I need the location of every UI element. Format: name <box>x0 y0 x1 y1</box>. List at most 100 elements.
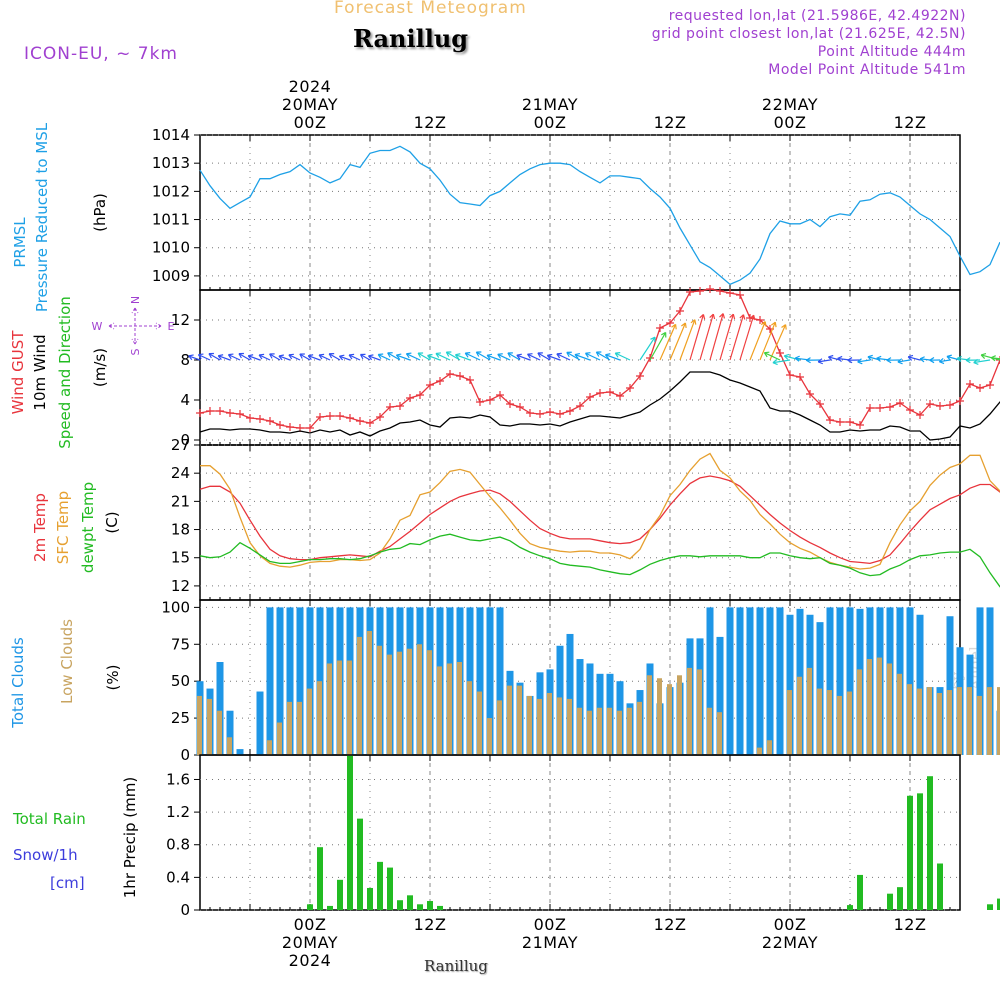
bar-total-cloud <box>576 659 584 755</box>
wind-arrow <box>769 324 787 361</box>
gust-marker <box>646 354 654 362</box>
wind-arrowhead <box>919 356 925 363</box>
bar-total-cloud <box>286 607 294 755</box>
wind-arrowhead <box>907 354 914 361</box>
bar-precip <box>927 776 933 910</box>
bar-precip <box>397 900 403 910</box>
wind-arrowhead <box>208 352 214 359</box>
panel-frame <box>199 134 961 291</box>
wind-arrowhead <box>546 353 553 360</box>
gust-marker <box>836 418 844 426</box>
wind-arrowhead <box>227 353 234 360</box>
gust-marker <box>686 288 694 296</box>
bar-low-cloud <box>537 698 542 755</box>
wind-arrowhead <box>857 358 863 365</box>
bar-total-cloud <box>236 749 244 755</box>
bottom-time-label: 22MAY <box>762 933 818 952</box>
bottom-time-label: 12Z <box>414 915 447 934</box>
wind-arrowhead <box>867 354 873 361</box>
bar-total-cloud <box>846 607 854 755</box>
wind-arrow <box>772 359 791 364</box>
bar-precip <box>377 861 383 910</box>
wind-arrow <box>973 359 991 364</box>
wind-arrowhead <box>614 352 621 358</box>
wind-arrow <box>328 353 341 361</box>
gust-marker <box>506 400 514 408</box>
wind-arrowhead <box>269 353 275 359</box>
axis-title-wind-2: Speed and Direction <box>56 296 74 449</box>
gust-marker <box>486 396 494 404</box>
wind-arrowhead <box>435 352 441 358</box>
footer-location: Ranillug <box>424 957 488 975</box>
bottom-time-label: 00Z <box>294 915 327 934</box>
gust-marker <box>896 399 904 407</box>
panel-temperature: 12 15 18 21 24 27 2m Temp SFC Temp dewpt Temp (C) <box>31 436 1000 601</box>
gust-marker <box>456 372 464 380</box>
wind-arrow <box>446 351 461 361</box>
wind-arrowhead <box>709 313 716 320</box>
gust-marker <box>216 407 224 415</box>
gust-marker <box>446 370 454 378</box>
axis-title-pressure: Pressure Reduced to MSL <box>33 122 51 312</box>
bar-low-cloud <box>867 659 872 755</box>
wind-arrowhead <box>405 352 412 359</box>
gust-marker <box>876 404 884 412</box>
wind-arrow <box>729 314 745 361</box>
y-tick-label: 12 <box>171 577 190 595</box>
wind-arrowhead <box>486 353 493 360</box>
wind-arrowhead <box>188 354 194 361</box>
gust-marker <box>316 413 324 421</box>
bar-precip <box>367 887 373 910</box>
wind-arrowhead <box>556 352 562 359</box>
wind-arrowhead <box>719 313 726 319</box>
axis-title-total-clouds: Total Clouds <box>9 637 27 729</box>
bar-precip <box>907 795 913 910</box>
series-line-2m-temp <box>199 475 1000 565</box>
compass-rose-icon <box>108 307 162 345</box>
bar-total-cloud <box>836 607 844 755</box>
bar-precip <box>847 905 853 910</box>
bar-low-cloud <box>417 644 422 755</box>
bar-total-cloud <box>266 607 274 755</box>
bar-total-cloud <box>716 636 724 755</box>
bar-total-cloud <box>306 607 314 755</box>
bar-low-cloud <box>897 673 902 755</box>
bar-low-cloud <box>367 631 372 755</box>
gust-marker <box>386 403 394 411</box>
wind-arrowhead <box>929 357 935 364</box>
wind-arrowhead <box>387 352 393 358</box>
bar-low-cloud <box>697 669 702 755</box>
gust-marker <box>516 403 524 411</box>
wind-arrowhead <box>395 353 402 360</box>
bar-total-cloud <box>916 614 924 755</box>
y-tick-label: 100 <box>161 598 190 616</box>
wind-arrowhead <box>574 352 580 359</box>
gust-marker <box>856 421 864 429</box>
top-time-label: 2024 <box>289 77 332 96</box>
wind-arrowhead <box>464 352 471 358</box>
bar-low-cloud <box>577 707 582 755</box>
bar-low-cloud <box>307 688 312 755</box>
y-tick-label: 4 <box>180 391 190 409</box>
wind-arrow <box>339 355 351 361</box>
wind-arrowhead <box>604 353 611 359</box>
bar-total-cloud <box>786 614 794 755</box>
bar-low-cloud <box>957 687 962 755</box>
wind-arrow <box>679 319 696 361</box>
gust-marker <box>696 287 704 295</box>
bar-low-cloud <box>797 676 802 755</box>
wind-arrowhead <box>739 314 746 320</box>
gust-marker <box>716 287 724 295</box>
bar-low-cloud <box>757 747 762 755</box>
wind-arrow <box>537 352 551 361</box>
bar-precip <box>857 874 863 910</box>
bar-total-cloud <box>776 607 784 755</box>
gridpoint-coords: grid point closest lon,lat (21.625E, 42.… <box>651 26 966 42</box>
wind-arrow <box>278 355 291 361</box>
gust-marker <box>256 415 264 423</box>
wind-arrow <box>228 354 241 361</box>
gust-marker <box>976 384 984 392</box>
wind-arrow <box>258 354 271 361</box>
y-tick-label: 1010 <box>152 239 190 257</box>
gust-marker <box>336 412 344 420</box>
